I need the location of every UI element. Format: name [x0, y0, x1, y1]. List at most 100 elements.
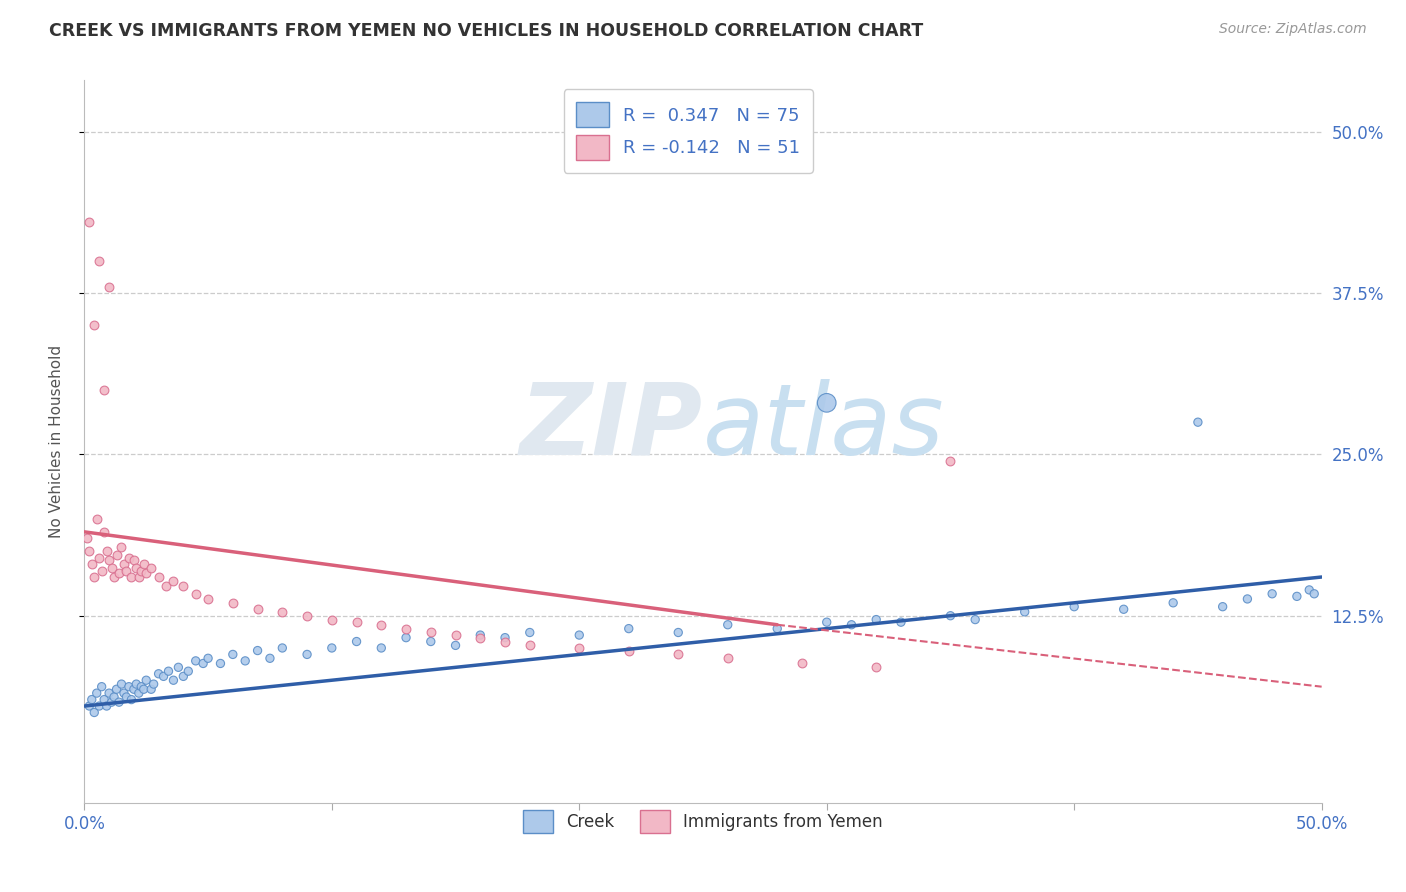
Point: [105, 682, 128, 697]
Point: [939, 608, 962, 623]
Point: [89, 699, 111, 714]
Point: [125, 561, 148, 575]
Point: [96, 699, 118, 714]
Point: [177, 664, 200, 678]
Point: [666, 648, 689, 662]
Point: [80, 557, 103, 571]
Point: [1212, 599, 1234, 614]
Point: [766, 622, 789, 636]
Point: [717, 617, 740, 632]
Text: Source: ZipAtlas.com: Source: ZipAtlas.com: [1219, 22, 1367, 37]
Point: [103, 690, 125, 704]
Point: [1285, 590, 1308, 604]
Point: [271, 605, 294, 619]
Point: [167, 660, 190, 674]
Point: [568, 628, 591, 642]
Point: [79, 544, 101, 558]
Point: [93, 524, 115, 539]
Point: [90, 564, 112, 578]
Point: [89, 254, 111, 268]
Point: [112, 557, 135, 571]
Point: [118, 550, 141, 565]
Y-axis label: No Vehicles in Household: No Vehicles in Household: [49, 345, 63, 538]
Point: [617, 622, 640, 636]
Point: [246, 643, 269, 657]
Point: [110, 541, 132, 555]
Point: [321, 613, 343, 627]
Point: [197, 591, 219, 606]
Point: [135, 673, 157, 688]
Point: [128, 686, 150, 700]
Point: [209, 657, 232, 671]
Point: [1161, 596, 1184, 610]
Point: [271, 640, 294, 655]
Point: [1298, 582, 1320, 597]
Point: [108, 566, 131, 581]
Point: [1187, 415, 1209, 429]
Point: [100, 695, 122, 709]
Point: [494, 631, 516, 645]
Point: [184, 587, 207, 601]
Point: [865, 613, 887, 627]
Point: [1236, 591, 1258, 606]
Point: [105, 548, 128, 562]
Point: [115, 690, 138, 704]
Point: [141, 682, 163, 697]
Point: [1063, 599, 1085, 614]
Point: [98, 279, 121, 293]
Point: [370, 617, 392, 632]
Point: [519, 639, 541, 653]
Point: [148, 666, 170, 681]
Point: [191, 657, 214, 671]
Point: [108, 695, 131, 709]
Point: [1112, 602, 1135, 616]
Point: [80, 692, 103, 706]
Point: [444, 639, 467, 653]
Point: [184, 654, 207, 668]
Point: [519, 625, 541, 640]
Point: [90, 680, 112, 694]
Point: [939, 454, 962, 468]
Point: [222, 596, 245, 610]
Point: [86, 512, 108, 526]
Point: [83, 570, 105, 584]
Point: [568, 640, 591, 655]
Legend: Creek, Immigrants from Yemen: Creek, Immigrants from Yemen: [512, 798, 894, 845]
Point: [89, 550, 111, 565]
Point: [148, 570, 170, 584]
Point: [197, 651, 219, 665]
Text: atlas: atlas: [703, 378, 945, 475]
Point: [86, 686, 108, 700]
Point: [98, 553, 121, 567]
Point: [83, 318, 105, 333]
Point: [790, 657, 813, 671]
Point: [444, 628, 467, 642]
Text: CREEK VS IMMIGRANTS FROM YEMEN NO VEHICLES IN HOUSEHOLD CORRELATION CHART: CREEK VS IMMIGRANTS FROM YEMEN NO VEHICL…: [49, 22, 924, 40]
Point: [135, 566, 157, 581]
Point: [1303, 587, 1326, 601]
Point: [1014, 605, 1036, 619]
Point: [470, 628, 492, 642]
Point: [122, 682, 145, 697]
Point: [841, 617, 863, 632]
Point: [162, 673, 184, 688]
Point: [717, 651, 740, 665]
Point: [246, 602, 269, 616]
Point: [129, 564, 152, 578]
Point: [395, 622, 418, 636]
Point: [965, 613, 987, 627]
Point: [125, 677, 148, 691]
Point: [120, 692, 142, 706]
Point: [172, 579, 194, 593]
Point: [79, 699, 101, 714]
Point: [93, 383, 115, 397]
Point: [295, 648, 318, 662]
Point: [233, 654, 256, 668]
Point: [370, 640, 392, 655]
Point: [120, 570, 142, 584]
Point: [470, 631, 492, 645]
Point: [162, 574, 184, 588]
Point: [346, 634, 368, 648]
Point: [346, 615, 368, 630]
Point: [172, 669, 194, 683]
